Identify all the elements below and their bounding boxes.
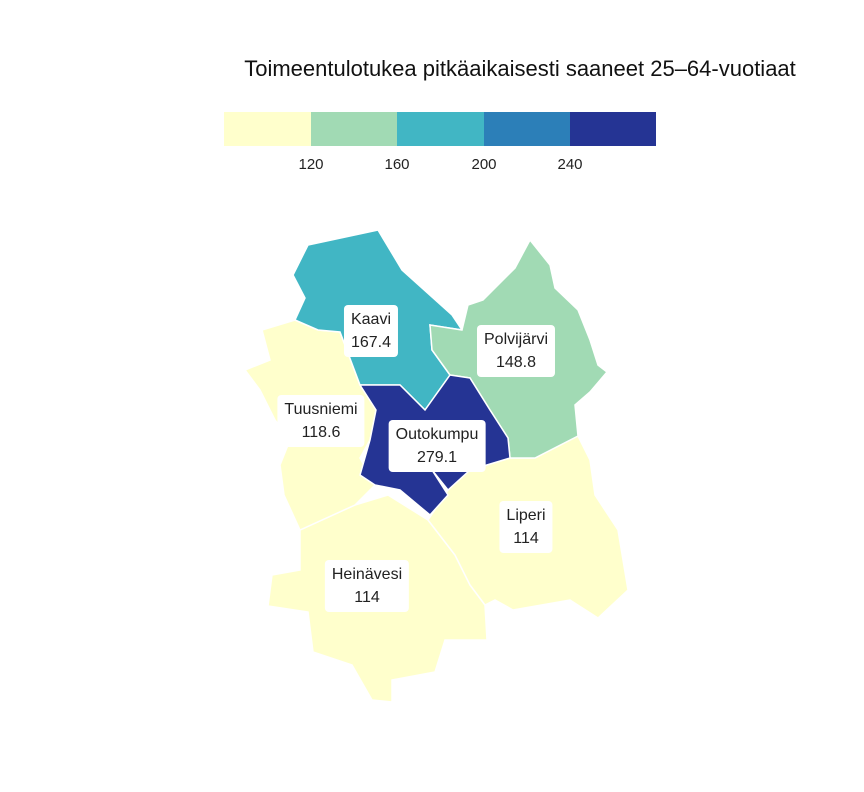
- region-label-tuusniemi: Tuusniemi 118.6: [277, 395, 365, 447]
- region-name: Liperi: [506, 507, 546, 524]
- region-value: 279.1: [416, 449, 458, 466]
- region-label-outokumpu: Outokumpu 279.1: [388, 420, 486, 472]
- legend-tick-200: 200: [471, 156, 497, 173]
- map-title: Toimeentulotukea pitkäaikaisesti saaneet…: [244, 56, 796, 81]
- legend-swatch-5: [570, 112, 656, 146]
- region-value: 118.6: [301, 424, 341, 441]
- region-label-liperi: Liperi 114: [499, 501, 553, 553]
- region-value: 114: [513, 530, 539, 547]
- color-legend: 120 160 200 240: [0, 0, 864, 200]
- region-name: Polvijärvi: [483, 331, 549, 348]
- region-name: Outokumpu: [395, 426, 479, 443]
- legend-swatch-4: [484, 112, 570, 146]
- region-label-heinavesi: Heinävesi 114: [324, 560, 410, 612]
- legend-swatch-1: [224, 112, 311, 146]
- legend-tick-240: 240: [557, 156, 583, 173]
- legend-tick-160: 160: [384, 156, 410, 173]
- region-label-kaavi: Kaavi 167.4: [343, 305, 399, 357]
- legend-tick-120: 120: [298, 156, 324, 173]
- region-name: Tuusniemi: [284, 401, 358, 418]
- region-name: Heinävesi: [331, 566, 403, 583]
- legend-swatch-2: [311, 112, 397, 146]
- region-value: 167.4: [350, 334, 392, 351]
- region-value: 148.8: [495, 354, 537, 371]
- legend-swatch-3: [397, 112, 484, 146]
- region-label-polvijarvi: Polvijärvi 148.8: [476, 325, 556, 377]
- region-value: 114: [354, 589, 380, 606]
- legend-bar: [224, 112, 656, 146]
- region-name: Kaavi: [350, 311, 392, 328]
